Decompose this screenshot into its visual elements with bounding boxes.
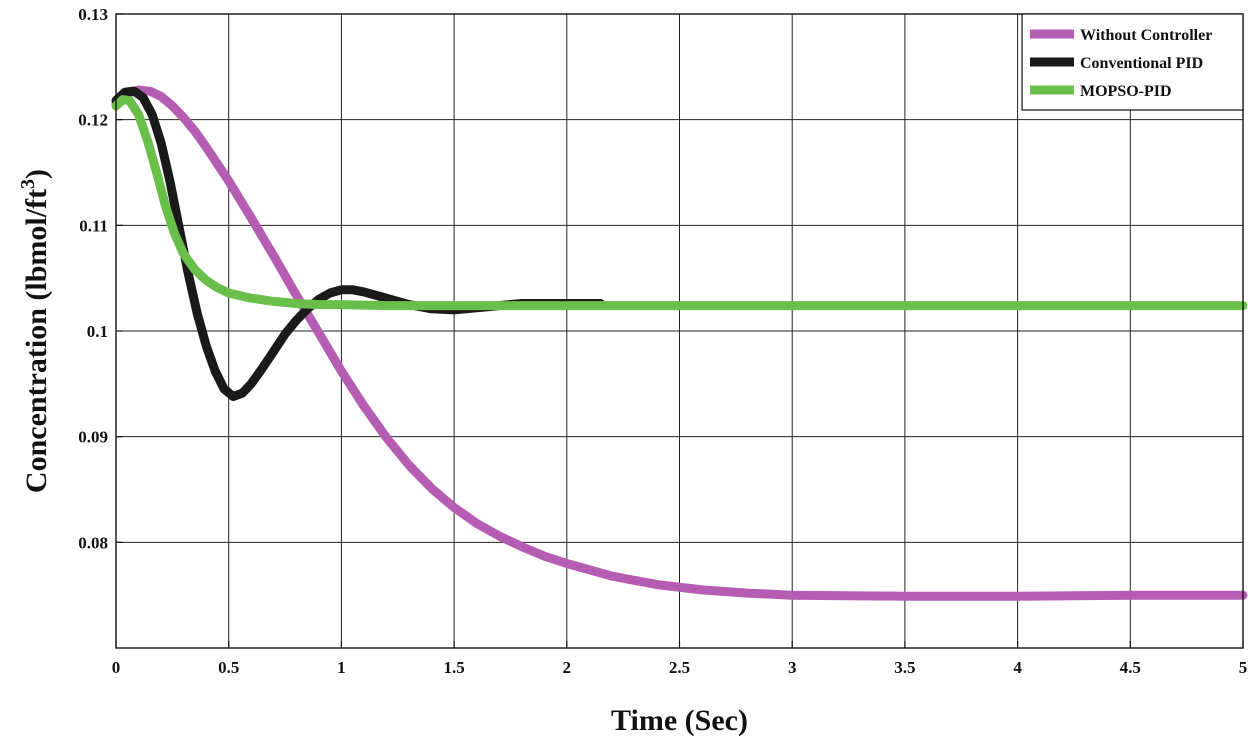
axis-ticks	[115, 13, 1244, 648]
y-tick-label: 0.1	[87, 322, 108, 341]
series-line-without-controller	[111, 85, 1248, 601]
y-axis-title-main: Concentration (lbmol/ft	[20, 189, 53, 493]
x-tick-label: 2.5	[669, 658, 690, 677]
y-tick-label: 0.13	[78, 5, 108, 24]
x-tick-label: 3.5	[894, 658, 915, 677]
y-tick-label: 0.08	[78, 533, 108, 552]
x-tick-label: 3	[788, 658, 797, 677]
x-tick-label: 0	[112, 658, 121, 677]
y-axis-title-superscript: 3	[17, 179, 39, 189]
y-tick-label: 0.11	[79, 216, 108, 235]
series-line-mopso-pid	[111, 95, 1248, 311]
legend-label-mopso-pid: MOPSO-PID	[1080, 83, 1172, 100]
x-tick-labels: 0 0.5 1 1.5 2 2.5 3 3.5 4 4.5 5	[112, 658, 1248, 677]
x-tick-label: 5	[1239, 658, 1248, 677]
x-tick-label: 1	[337, 658, 346, 677]
series-lines	[111, 85, 1248, 601]
y-tick-labels: 0.08 0.09 0.1 0.11 0.12 0.13	[78, 5, 108, 552]
x-tick-label: 4	[1013, 658, 1022, 677]
x-tick-label: 1.5	[443, 658, 464, 677]
y-axis-title: Concentration (lbmol/ft3)	[17, 169, 53, 493]
legend: Without Controller Conventional PID MOPSO-…	[1021, 13, 1244, 111]
y-tick-label: 0.09	[78, 428, 108, 447]
x-tick-label: 2	[563, 658, 572, 677]
y-axis-title-close: )	[20, 169, 53, 179]
y-tick-label: 0.12	[78, 111, 108, 130]
x-tick-label: 4.5	[1120, 658, 1141, 677]
legend-label-conventional-pid: Conventional PID	[1080, 55, 1203, 72]
x-axis-title: Time (Sec)	[611, 704, 748, 737]
series-line-conventional-pid	[111, 86, 606, 401]
legend-label-without-controller: Without Controller	[1080, 27, 1212, 44]
x-tick-label: 0.5	[218, 658, 239, 677]
